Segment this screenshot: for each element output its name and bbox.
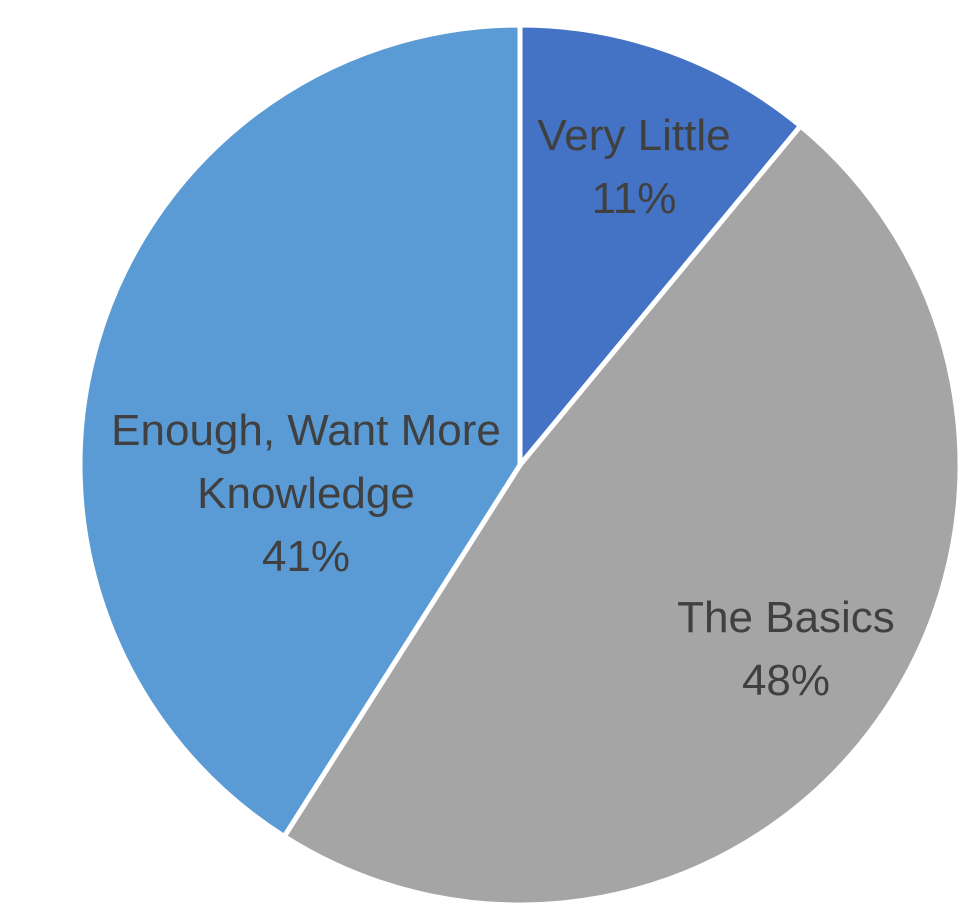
pie-label-2: The Basics 48% — [677, 593, 895, 705]
pie-label-percent: 41% — [262, 532, 350, 581]
pie-label-1: Very Little 11% — [537, 111, 730, 223]
pie-label-name: Enough, Want More Knowledge — [111, 406, 501, 518]
pie-slice-2 — [281, 123, 963, 908]
pie-label-name: Very Little — [537, 111, 730, 160]
pie-slice-1 — [517, 22, 803, 468]
pie-data-labels: Very Little 11% The Basics 48% Enough, Want … — [111, 111, 895, 705]
pie-label-percent: 48% — [742, 656, 830, 705]
pie-label-3: Enough, Want More Knowledge 41% — [111, 406, 501, 581]
pie-slice-3 — [77, 22, 523, 839]
pie-label-percent: 11% — [592, 174, 677, 223]
pie-slices — [77, 22, 963, 908]
pie-label-name: The Basics — [677, 593, 895, 642]
